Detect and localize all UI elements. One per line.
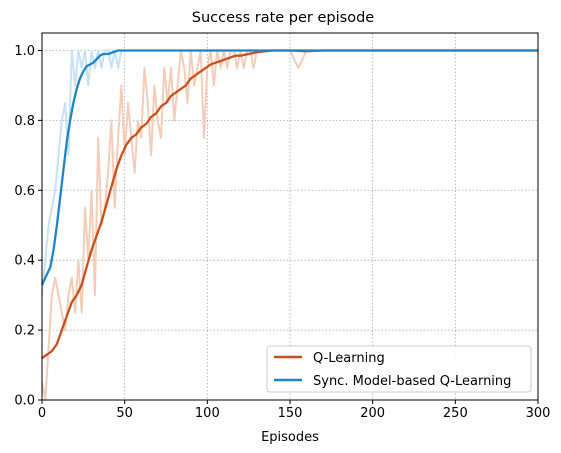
y-tick-label: 1.0	[14, 44, 35, 59]
x-tick-label: 150	[278, 406, 303, 421]
legend-label-model-based: Sync. Model-based Q-Learning	[313, 374, 511, 389]
smoothed-series-layer	[40, 49, 538, 360]
x-tick-label: 300	[526, 406, 551, 421]
y-axis-ticks: 0.0 0.2 0.4 0.6 0.8 1.0	[14, 44, 42, 409]
y-tick-label: 0.2	[14, 324, 35, 339]
series-line-model-based-q-learning	[40, 49, 538, 286]
y-tick-label: 0.8	[14, 114, 35, 129]
x-tick-label: 100	[195, 406, 220, 421]
x-tick-label: 250	[443, 406, 468, 421]
x-tick-label: 200	[360, 406, 385, 421]
y-tick-label: 0.4	[14, 254, 35, 269]
x-tick-label: 50	[116, 406, 133, 421]
y-tick-label: 0.6	[14, 184, 35, 199]
legend-label-q-learning: Q-Learning	[313, 351, 385, 366]
legend-box	[266, 345, 532, 393]
x-tick-label: 0	[38, 406, 46, 421]
y-tick-label: 0.0	[14, 394, 35, 409]
x-axis-ticks: 0 50 100 150 200 250 300	[38, 400, 551, 421]
legend: Q-Learning Sync. Model-based Q-Learning	[266, 345, 532, 393]
chart-title: Success rate per episode	[192, 10, 375, 26]
x-axis-title: Episodes	[261, 430, 319, 445]
series-line-q-learning	[41, 49, 538, 360]
raw-series-model-based-q-learning	[41, 49, 538, 296]
